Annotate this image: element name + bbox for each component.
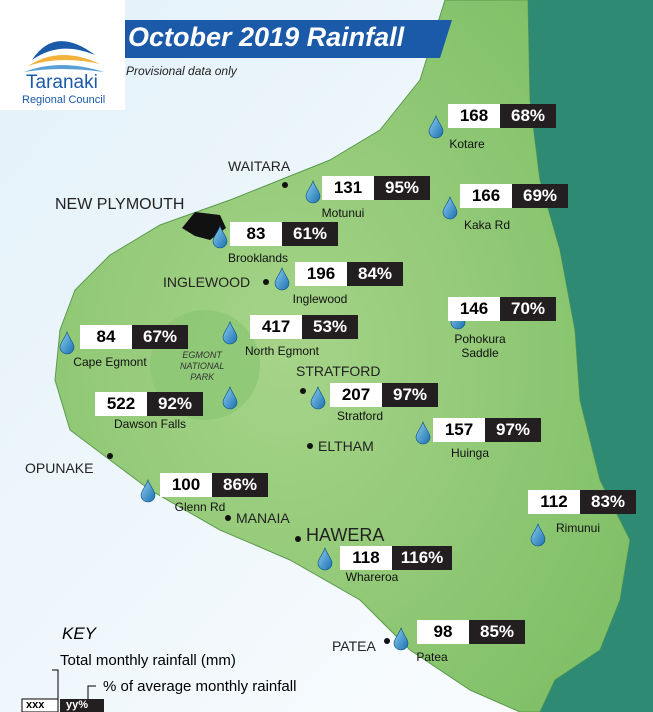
rainfall-value: 522 xyxy=(95,392,147,416)
rainfall-value: 83 xyxy=(230,222,282,246)
rainfall-value: 146 xyxy=(448,297,500,321)
rainfall-value: 166 xyxy=(460,184,512,208)
station-name: Kotare xyxy=(449,137,484,151)
percent-value: 95% xyxy=(374,176,430,200)
town-label: MANAIA xyxy=(236,510,290,526)
park-label-line: EGMONT xyxy=(180,350,224,361)
station-name: Kaka Rd xyxy=(464,218,510,232)
station-name: Glenn Rd xyxy=(175,500,226,514)
town-dot xyxy=(225,515,231,521)
town-label: ELTHAM xyxy=(318,438,374,454)
town-label: PATEA xyxy=(332,638,376,654)
town-label: STRATFORD xyxy=(296,363,381,379)
park-label: EGMONT NATIONAL PARK xyxy=(180,350,224,383)
town-dot xyxy=(307,443,313,449)
town-dot xyxy=(107,453,113,459)
town-label: NEW PLYMOUTH xyxy=(55,196,184,214)
station-value-box: 20797% xyxy=(330,383,438,407)
rainfall-value: 118 xyxy=(340,546,392,570)
station-name: Inglewood xyxy=(293,292,348,306)
town-label: WAITARA xyxy=(228,158,290,174)
station-name: Dawson Falls xyxy=(114,417,186,431)
park-label-line: NATIONAL xyxy=(180,361,224,372)
station-name: Whareroa xyxy=(346,570,399,584)
percent-value: 53% xyxy=(302,315,358,339)
subtitle: Provisional data only xyxy=(126,64,237,78)
rainfall-value: 112 xyxy=(528,490,580,514)
percent-value: 86% xyxy=(212,473,268,497)
key-sample: xxx xyxy=(26,699,44,711)
station-name: Brooklands xyxy=(228,251,288,265)
key-text: % of average monthly rainfall xyxy=(103,678,296,695)
town-label: INGLEWOOD xyxy=(163,274,250,290)
town-label: OPUNAKE xyxy=(25,460,93,476)
station-name: Pohokura Saddle xyxy=(445,332,515,360)
percent-value: 97% xyxy=(382,383,438,407)
key-sample: yy% xyxy=(66,699,88,711)
rainfall-value: 196 xyxy=(295,262,347,286)
percent-value: 70% xyxy=(500,297,556,321)
town-dot xyxy=(263,279,269,285)
town-label: HAWERA xyxy=(306,525,384,546)
station-name: Huinga xyxy=(451,446,489,460)
station-name: Cape Egmont xyxy=(73,355,146,369)
percent-value: 69% xyxy=(512,184,568,208)
percent-value: 61% xyxy=(282,222,338,246)
rainfall-value: 417 xyxy=(250,315,302,339)
station-name: North Egmont xyxy=(245,344,319,358)
rainfall-value: 100 xyxy=(160,473,212,497)
percent-value: 97% xyxy=(485,418,541,442)
station-name: Rimunui xyxy=(556,521,600,535)
percent-value: 84% xyxy=(347,262,403,286)
station-name: Stratford xyxy=(337,409,383,423)
rainfall-value: 207 xyxy=(330,383,382,407)
station-value-box: 14670% xyxy=(448,297,556,321)
rainfall-value: 98 xyxy=(417,620,469,644)
percent-value: 92% xyxy=(147,392,203,416)
station-name: Motunui xyxy=(322,206,365,220)
rainfall-value: 157 xyxy=(433,418,485,442)
station-name: Patea xyxy=(416,650,447,664)
rainfall-value: 168 xyxy=(448,104,500,128)
percent-value: 83% xyxy=(580,490,636,514)
key-title: KEY xyxy=(62,624,96,644)
rainfall-value: 131 xyxy=(322,176,374,200)
town-dot xyxy=(282,182,288,188)
logo-text: Regional Council xyxy=(22,94,105,106)
station-value-box: 8467% xyxy=(80,325,188,349)
key-text: Total monthly rainfall (mm) xyxy=(60,652,236,669)
percent-value: 116% xyxy=(392,546,452,570)
town-dot xyxy=(295,536,301,542)
rainfall-value: 84 xyxy=(80,325,132,349)
percent-value: 85% xyxy=(469,620,525,644)
park-label-line: PARK xyxy=(180,372,224,383)
town-dot xyxy=(300,388,306,394)
town-dot xyxy=(384,638,390,644)
percent-value: 67% xyxy=(132,325,188,349)
percent-value: 68% xyxy=(500,104,556,128)
title: October 2019 Rainfall xyxy=(128,22,404,53)
station-value-box: 10086% xyxy=(160,473,268,497)
station-value-box: 11283% xyxy=(528,490,636,514)
map-page: October 2019 Rainfall Provisional data o… xyxy=(0,0,653,712)
logo-text: Taranaki xyxy=(26,72,98,94)
